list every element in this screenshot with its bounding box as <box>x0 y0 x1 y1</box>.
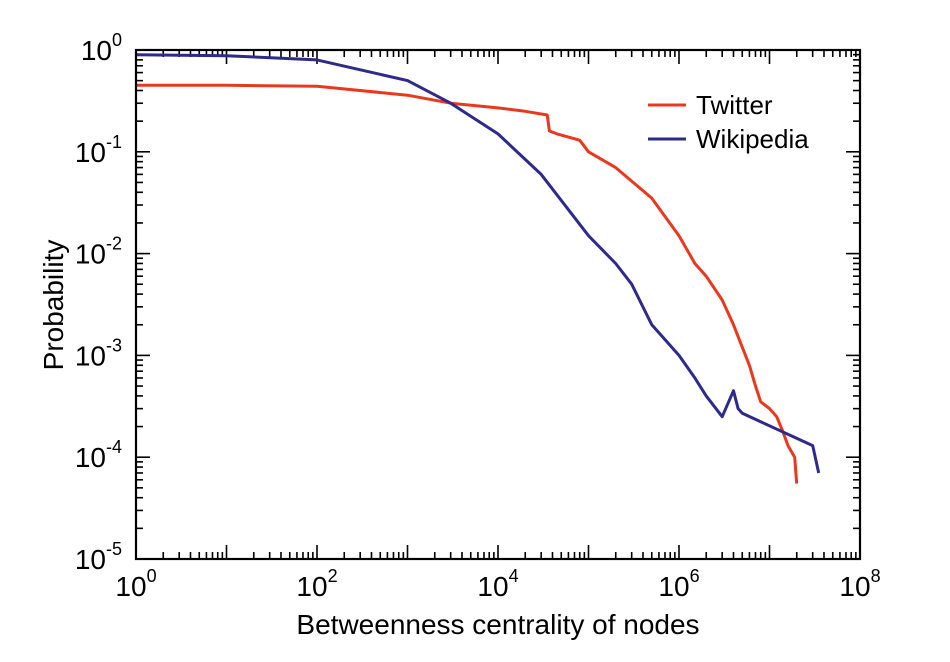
y-axis-title: Probability <box>38 240 69 371</box>
x-tick-label: 100 <box>115 566 156 602</box>
series-line-wikipedia <box>135 53 821 474</box>
x-tick-label: 108 <box>839 566 880 602</box>
y-tick-label: 10-1 <box>75 132 122 168</box>
legend-label-twitter: Twitter <box>696 90 773 120</box>
x-tick-label: 104 <box>477 566 518 602</box>
series-layer <box>135 53 821 484</box>
plot-frame <box>134 48 862 561</box>
y-tick-label: 10-3 <box>75 335 122 371</box>
x-tick-label: 102 <box>296 566 337 602</box>
y-tick-label: 10-4 <box>75 437 122 473</box>
x-axis-title: Betweenness centrality of nodes <box>296 609 699 640</box>
series-line-twitter <box>136 83 799 484</box>
x-tick-label: 106 <box>658 566 699 602</box>
legend: Twitter Wikipedia <box>648 90 809 154</box>
y-tick-label: 10-2 <box>75 234 122 270</box>
legend-label-wikipedia: Wikipedia <box>696 124 809 154</box>
y-tick-label: 10-5 <box>75 539 122 575</box>
y-tick-label: 100 <box>81 30 122 66</box>
axes-layer: 100 102 104 106 108 100 10-1 10-2 10-3 10-4 10-5 <box>75 30 881 602</box>
